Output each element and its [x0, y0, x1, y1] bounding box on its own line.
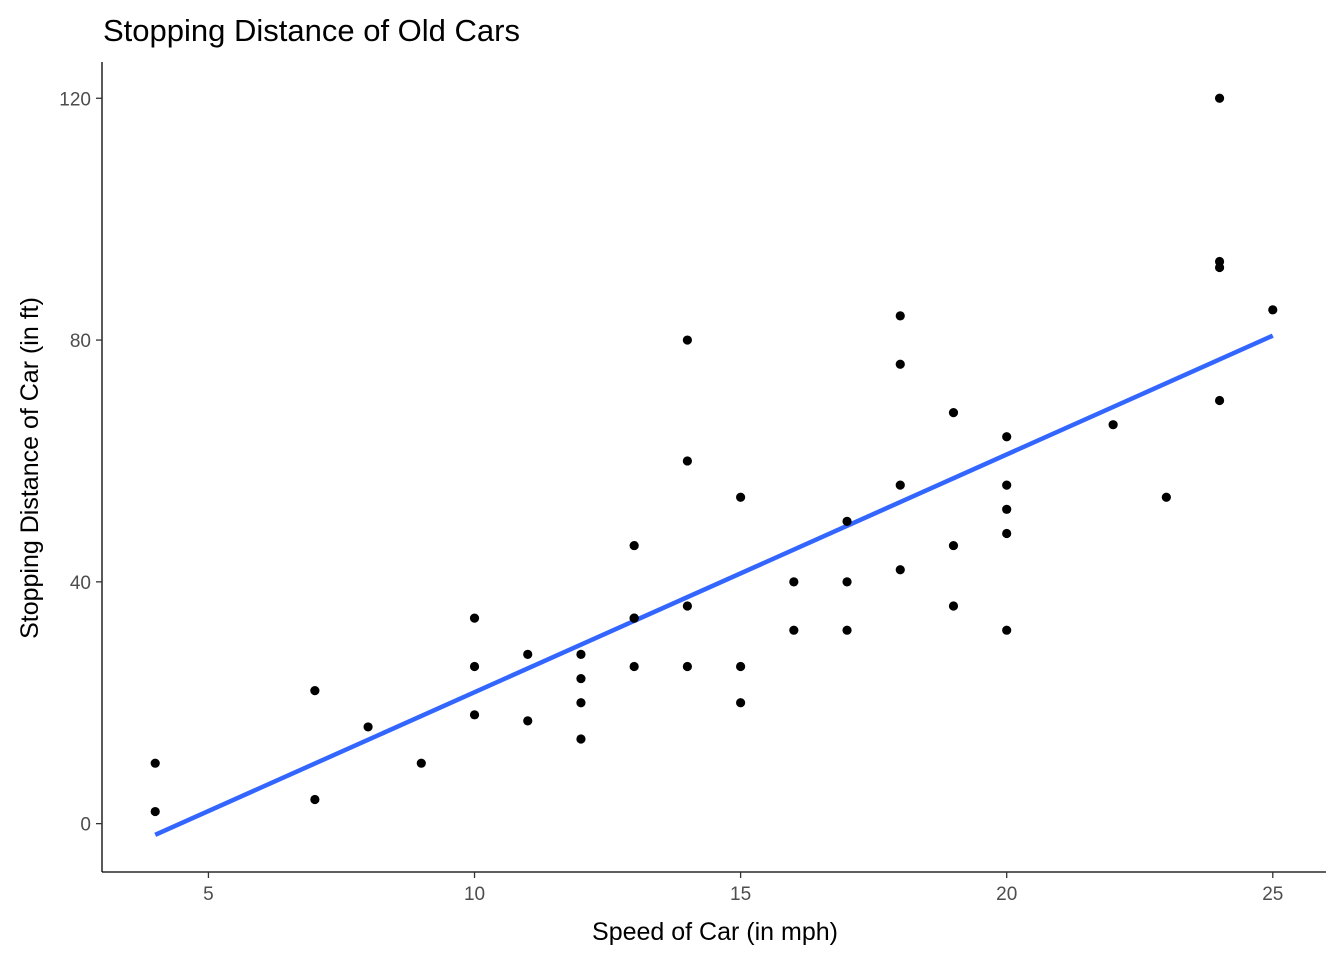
- data-point: [895, 480, 905, 490]
- data-points-layer: [150, 93, 1278, 817]
- data-point: [523, 716, 533, 726]
- data-point: [1214, 93, 1225, 103]
- data-point: [682, 601, 692, 611]
- data-point: [1002, 504, 1012, 514]
- data-point: [416, 758, 426, 768]
- data-point: [948, 540, 959, 551]
- y-tick-label: 40: [70, 573, 91, 594]
- x-tick-label: 5: [203, 884, 214, 905]
- data-point: [310, 794, 320, 805]
- y-axis-label: Stopping Distance of Car (in ft): [16, 297, 44, 639]
- y-tick-label: 120: [59, 89, 91, 110]
- data-point: [1002, 480, 1012, 490]
- data-point: [736, 492, 746, 502]
- data-point: [682, 456, 692, 466]
- chart-title: Stopping Distance of Old Cars: [103, 13, 520, 48]
- data-point: [736, 661, 746, 672]
- data-point: [150, 806, 160, 817]
- data-point: [576, 734, 586, 744]
- data-point: [1214, 256, 1225, 267]
- data-point: [310, 686, 320, 696]
- x-tick-label: 10: [464, 884, 485, 905]
- x-axis: 5 10 15 20 25: [102, 871, 1326, 905]
- data-point: [1268, 305, 1278, 315]
- data-point: [1161, 492, 1171, 502]
- data-point: [842, 577, 852, 587]
- data-point: [1002, 528, 1012, 539]
- data-point: [576, 673, 586, 684]
- x-tick-label: 25: [1262, 884, 1283, 905]
- data-point: [682, 335, 692, 345]
- data-point: [1108, 420, 1118, 430]
- data-point: [629, 540, 639, 551]
- y-tick-label: 80: [70, 331, 91, 352]
- data-point: [895, 565, 905, 575]
- data-point: [895, 311, 905, 321]
- data-point: [1002, 432, 1012, 442]
- y-axis: 0 40 80 120: [59, 62, 103, 872]
- data-point: [895, 359, 905, 369]
- data-point: [469, 710, 480, 720]
- data-point: [682, 661, 692, 672]
- regression-line-layer: [154, 333, 1274, 837]
- data-point: [1214, 395, 1225, 406]
- data-point: [948, 407, 959, 418]
- data-point: [576, 698, 586, 708]
- regression-line: [154, 333, 1274, 837]
- x-axis-label: Speed of Car (in mph): [592, 918, 838, 946]
- data-point: [150, 758, 160, 768]
- data-point: [363, 722, 373, 732]
- data-point: [789, 577, 799, 587]
- data-point: [469, 661, 480, 672]
- data-point: [629, 613, 639, 623]
- data-point: [1002, 625, 1012, 635]
- x-tick-label: 20: [996, 884, 1017, 905]
- data-point: [842, 516, 852, 527]
- data-point: [948, 601, 959, 611]
- data-point: [523, 649, 533, 659]
- data-point: [736, 698, 746, 708]
- data-point: [842, 625, 852, 635]
- data-point: [469, 613, 480, 623]
- data-point: [789, 625, 799, 635]
- data-point: [629, 661, 639, 672]
- y-tick-label: 0: [80, 815, 91, 836]
- data-point: [576, 649, 586, 659]
- x-tick-label: 15: [730, 884, 751, 905]
